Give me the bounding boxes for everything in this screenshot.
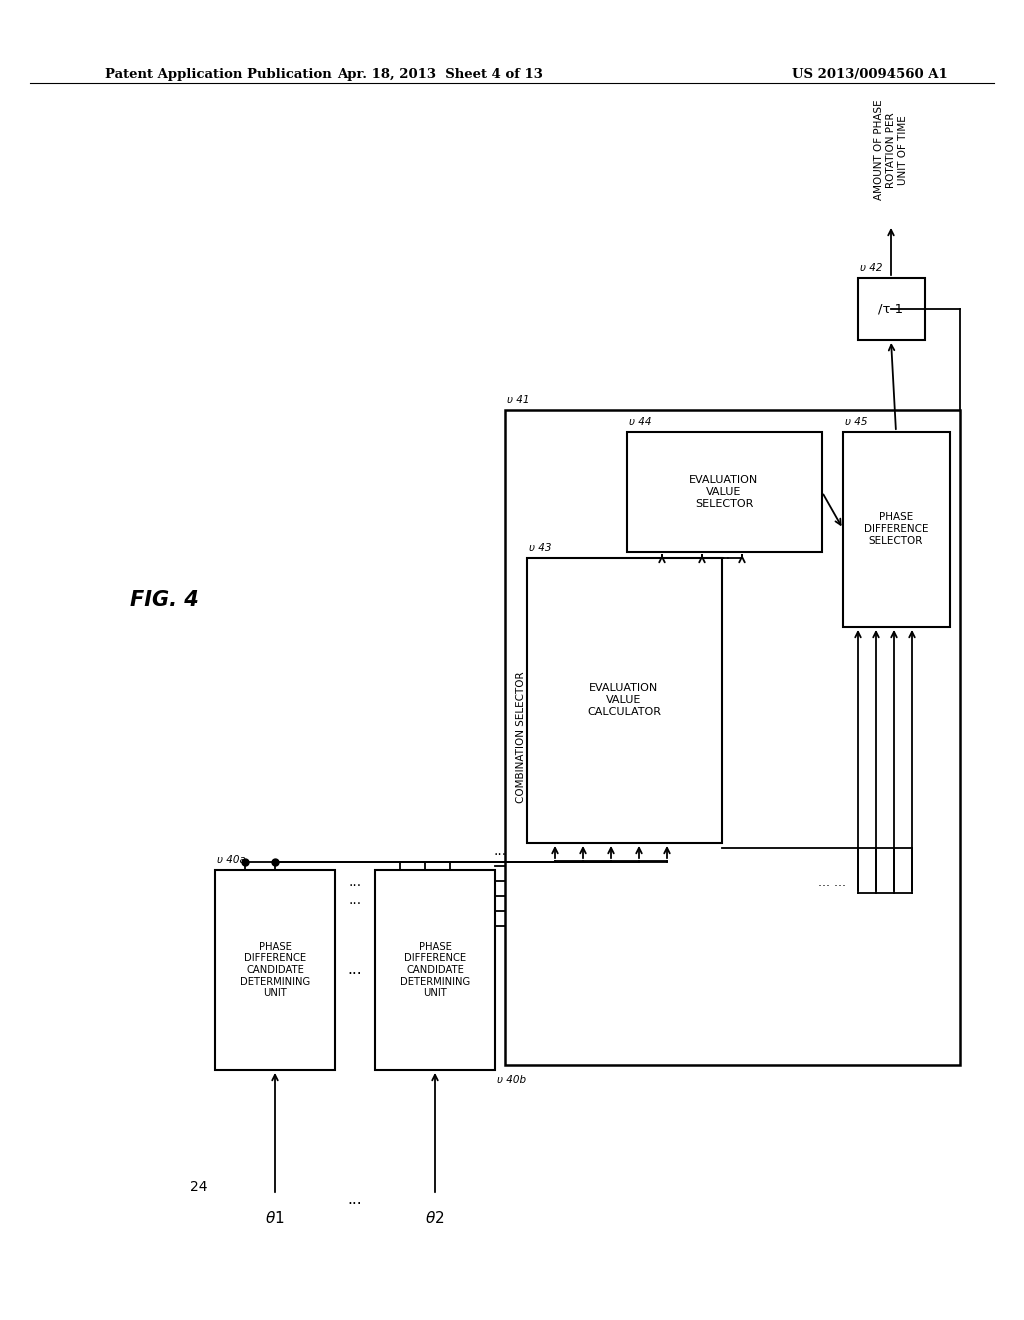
Text: ...: ... (718, 548, 730, 562)
Text: COMBINATION SELECTOR: COMBINATION SELECTOR (516, 671, 526, 803)
Text: Patent Application Publication: Patent Application Publication (105, 69, 332, 81)
Text: AMOUNT OF PHASE
ROTATION PER
UNIT OF TIME: AMOUNT OF PHASE ROTATION PER UNIT OF TIM… (874, 100, 907, 201)
Text: ... ...: ... ... (818, 876, 846, 890)
Bar (858, 279, 925, 341)
Text: υ 45: υ 45 (845, 417, 867, 426)
Text: $\theta$1: $\theta$1 (265, 1210, 285, 1226)
Text: υ 40b: υ 40b (497, 1074, 526, 1085)
Bar (843, 432, 950, 627)
Text: υ 43: υ 43 (529, 543, 552, 553)
Text: υ 44: υ 44 (629, 417, 651, 426)
Text: $\theta$2: $\theta$2 (425, 1210, 444, 1226)
Text: US 2013/0094560 A1: US 2013/0094560 A1 (793, 69, 948, 81)
Text: ...: ... (348, 1192, 362, 1208)
Bar (375, 870, 495, 1071)
Text: ...: ... (494, 843, 507, 858)
Bar (505, 411, 961, 1065)
Text: EVALUATION
VALUE
SELECTOR: EVALUATION VALUE SELECTOR (689, 475, 759, 508)
Bar (215, 870, 335, 1071)
Text: PHASE
DIFFERENCE
CANDIDATE
DETERMINING
UNIT: PHASE DIFFERENCE CANDIDATE DETERMINING U… (240, 941, 310, 998)
Bar (527, 558, 722, 843)
Text: ...: ... (348, 875, 361, 888)
Text: PHASE
DIFFERENCE
SELECTOR: PHASE DIFFERENCE SELECTOR (864, 512, 928, 545)
Text: FIG. 4: FIG. 4 (130, 590, 199, 610)
Text: 24: 24 (190, 1180, 208, 1195)
Text: υ 41: υ 41 (507, 395, 529, 405)
Text: EVALUATION
VALUE
CALCULATOR: EVALUATION VALUE CALCULATOR (587, 684, 662, 717)
Text: υ 40a: υ 40a (217, 855, 246, 865)
Bar (627, 432, 822, 552)
Text: ...: ... (348, 962, 362, 978)
Text: Apr. 18, 2013  Sheet 4 of 13: Apr. 18, 2013 Sheet 4 of 13 (337, 69, 543, 81)
Text: ...: ... (348, 894, 361, 907)
Text: /τ 1: /τ 1 (879, 302, 903, 315)
Text: PHASE
DIFFERENCE
CANDIDATE
DETERMINING
UNIT: PHASE DIFFERENCE CANDIDATE DETERMINING U… (400, 941, 470, 998)
Text: υ 42: υ 42 (860, 263, 883, 273)
